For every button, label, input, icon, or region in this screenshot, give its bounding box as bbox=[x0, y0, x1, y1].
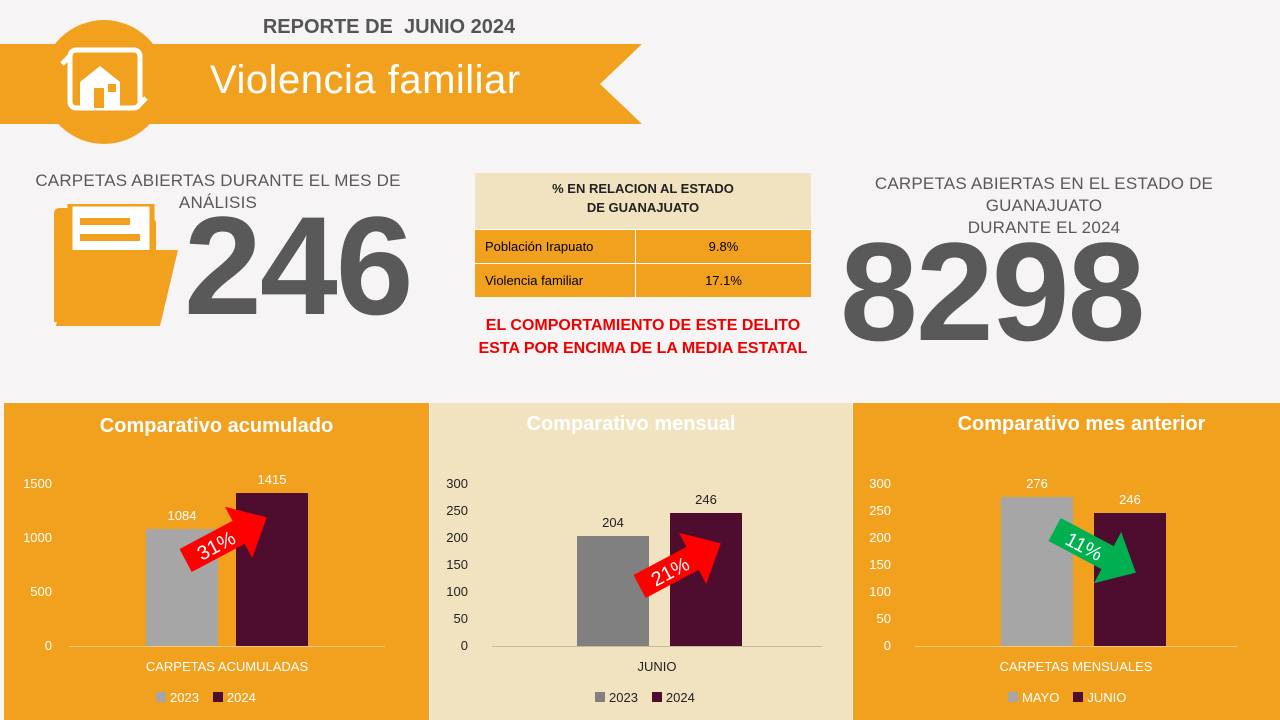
table-cell-value: 9.8% bbox=[635, 229, 811, 264]
legend-label: JUNIO bbox=[1087, 690, 1127, 705]
legend-swatch bbox=[651, 692, 662, 702]
y-tick-label: 500 bbox=[30, 584, 52, 599]
y-tick-label: 100 bbox=[446, 584, 468, 599]
table-row: Población Irapuato 9.8% bbox=[475, 229, 811, 264]
y-tick-label: 250 bbox=[446, 503, 468, 518]
alert-note-line2: ESTA POR ENCIMA DE LA MEDIA ESTATAL bbox=[478, 340, 808, 357]
legend-label: 2024 bbox=[226, 690, 256, 705]
data-label: 246 bbox=[1119, 492, 1141, 508]
legend-swatch bbox=[156, 692, 166, 702]
kpi-right-value: 8298 bbox=[840, 213, 1145, 370]
kpi-right-label: CARPETAS ABIERTAS EN EL ESTADO DE GUANAJ… bbox=[818, 173, 1270, 239]
chart-panel-monthly: Comparativo mensual 0 50 100 150 200 250 300 20… bbox=[430, 403, 852, 720]
relation-header-line1: % EN RELACION AL ESTADO bbox=[552, 181, 734, 196]
kpi-right-label-line2: DURANTE EL 2024 bbox=[967, 218, 1121, 237]
y-tick-label: 300 bbox=[446, 476, 468, 491]
y-tick-label: 50 bbox=[876, 611, 891, 626]
y-tick-label: 1000 bbox=[23, 530, 52, 545]
relation-table: % EN RELACION AL ESTADO DE GUANAJUATO Po… bbox=[475, 173, 811, 297]
legend-item: MAYO bbox=[1008, 690, 1059, 705]
chart-panel-accumulated: Comparativo acumulado 0 500 1000 1500 1084 14… bbox=[4, 403, 429, 720]
change-arrow-up: 31% bbox=[179, 506, 267, 573]
chart-panel-previous-month: Comparativo mes anterior 0 50 100 150 200 250… bbox=[853, 403, 1280, 720]
chart-legend: 2023 2024 bbox=[595, 690, 695, 705]
legend-item: 2023 bbox=[595, 690, 638, 705]
data-label: 246 bbox=[695, 492, 717, 508]
legend-label: 2023 bbox=[170, 690, 199, 705]
data-label: 204 bbox=[602, 514, 624, 530]
legend-item: JUNIO bbox=[1073, 690, 1126, 705]
chart-title: Comparativo mes anterior bbox=[957, 413, 1206, 435]
y-tick-label: 0 bbox=[883, 638, 891, 653]
y-tick-label: 300 bbox=[869, 476, 891, 491]
x-axis-line bbox=[492, 646, 822, 647]
chart-title: Comparativo acumulado bbox=[99, 415, 334, 437]
change-arrow-down: 11% bbox=[1048, 517, 1136, 584]
legend-swatch bbox=[212, 692, 223, 702]
chart-legend: 2023 2024 bbox=[156, 690, 256, 705]
x-category-label: CARPETAS MENSUALES bbox=[999, 659, 1153, 674]
legend-item: 2023 bbox=[156, 690, 199, 705]
house-document-icon bbox=[42, 20, 166, 144]
kpi-left-label: CARPETAS ABIERTAS DURANTE EL MES DE ANÁL… bbox=[35, 171, 401, 212]
chart-title: Comparativo mensual bbox=[526, 413, 736, 435]
data-label: 1415 bbox=[257, 472, 287, 488]
legend-label: 2024 bbox=[665, 690, 695, 705]
legend-label: MAYO bbox=[1022, 690, 1060, 705]
x-axis-line bbox=[69, 646, 385, 647]
banner-title: Violencia familiar bbox=[210, 58, 521, 102]
y-tick-label: 50 bbox=[453, 611, 468, 626]
change-arrow-shape bbox=[633, 532, 721, 599]
y-tick-label: 100 bbox=[869, 584, 891, 599]
kpi-right-label-line1: CARPETAS ABIERTAS EN EL ESTADO DE GUANAJ… bbox=[874, 174, 1214, 215]
legend-label: 2023 bbox=[609, 690, 638, 705]
legend-swatch bbox=[1073, 692, 1084, 702]
change-arrow-shape bbox=[1048, 517, 1136, 584]
y-tick-label: 150 bbox=[446, 557, 468, 572]
x-category-label: CARPETAS ACUMULADAS bbox=[145, 659, 309, 674]
table-cell-label: Población Irapuato bbox=[475, 229, 636, 264]
relation-header-line2: DE GUANAJUATO bbox=[586, 200, 700, 215]
x-category-label: JUNIO bbox=[637, 659, 677, 674]
data-label: 1084 bbox=[167, 507, 197, 523]
legend-swatch bbox=[595, 692, 605, 702]
y-tick-label: 0 bbox=[44, 638, 52, 653]
legend-item: 2024 bbox=[651, 690, 695, 705]
y-tick-label: 200 bbox=[869, 530, 891, 545]
report-title: REPORTE DE JUNIO 2024 bbox=[262, 16, 516, 38]
change-arrow-up: 21% bbox=[633, 532, 721, 599]
legend-swatch bbox=[1008, 692, 1018, 702]
alert-note: EL COMPORTAMIENTO DE ESTE DELITO ESTA PO… bbox=[470, 314, 816, 360]
table-row: Violencia familiar 17.1% bbox=[475, 263, 811, 297]
folder-icon bbox=[54, 204, 178, 326]
alert-note-line1: EL COMPORTAMIENTO DE ESTE DELITO bbox=[485, 317, 801, 334]
bar-2023 bbox=[577, 535, 649, 646]
kpi-left-value: 246 bbox=[184, 187, 414, 344]
y-tick-label: 0 bbox=[460, 638, 468, 653]
y-tick-label: 250 bbox=[869, 503, 891, 518]
legend-item: 2024 bbox=[212, 690, 256, 705]
table-cell-value: 17.1% bbox=[635, 263, 811, 297]
x-axis-line bbox=[915, 646, 1237, 647]
y-tick-label: 200 bbox=[446, 530, 468, 545]
table-cell-label: Violencia familiar bbox=[475, 263, 636, 297]
y-tick-label: 1500 bbox=[23, 476, 52, 491]
y-tick-label: 150 bbox=[869, 557, 891, 572]
chart-legend: MAYO JUNIO bbox=[1008, 690, 1126, 705]
change-arrow-shape bbox=[179, 506, 267, 573]
data-label: 276 bbox=[1026, 475, 1048, 491]
